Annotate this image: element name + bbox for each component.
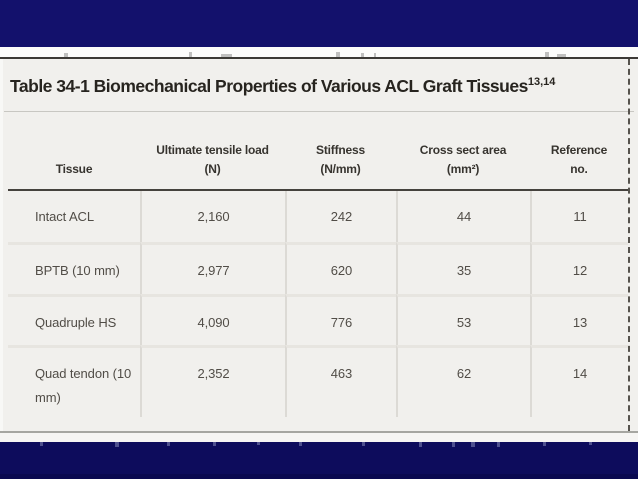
- page-top-rule: [0, 57, 638, 59]
- column-header-cross-sect-area: Cross sect area (mm²): [396, 113, 530, 189]
- table-cell-tissue: Quad tendon (10 mm): [8, 345, 140, 417]
- scan-crop-strip-top: [0, 47, 638, 57]
- scan-crop-strip-bottom: [0, 433, 638, 442]
- scan-artifact-mark: [557, 54, 566, 57]
- table-title-text: Table 34-1 Biomechanical Properties of V…: [10, 76, 528, 96]
- title-divider: [4, 111, 634, 112]
- table-header-row: Tissue Ultimate tensile load (N) Stiffne…: [8, 113, 628, 189]
- table-cell-reference: 13: [530, 294, 628, 345]
- scan-artifact-tick: [299, 442, 302, 446]
- scan-artifact-tick: [362, 442, 365, 446]
- column-header-line1: Stiffness: [316, 143, 365, 157]
- scan-artifact-tick: [497, 442, 500, 447]
- scan-artifact-tick: [452, 442, 455, 447]
- scan-artifact-tick: [213, 442, 216, 446]
- scan-artifact-mark: [221, 54, 232, 57]
- table-cell-reference: 12: [530, 242, 628, 294]
- scan-artifact-mark: [361, 53, 364, 57]
- table-body: Intact ACL 2,160 242 44 11 BPTB (10 mm) …: [8, 191, 628, 417]
- column-header-line1: Ultimate tensile load: [156, 143, 269, 157]
- scan-artifact-mark: [545, 52, 549, 57]
- table-cell-load: 2,160: [140, 191, 285, 242]
- scan-artifact-mark: [189, 52, 192, 57]
- table-cell-area: 53: [396, 294, 530, 345]
- column-header-reference-no: Reference no.: [530, 113, 628, 189]
- table-cell-load: 2,352: [140, 345, 285, 417]
- column-header-ultimate-tensile-load: Ultimate tensile load (N): [140, 113, 285, 189]
- scan-artifact-tick: [115, 442, 119, 447]
- column-header-line2: no.: [570, 162, 588, 176]
- page-bottom-rule: [0, 431, 638, 433]
- scan-artifact-tick: [471, 442, 475, 447]
- table-cell-stiffness: 620: [285, 242, 396, 294]
- table-cell-stiffness: 242: [285, 191, 396, 242]
- column-header-line2: (N): [204, 162, 221, 176]
- table-title: Table 34-1 Biomechanical Properties of V…: [10, 76, 634, 97]
- table-cell-area: 35: [396, 242, 530, 294]
- scan-artifact-tick: [40, 442, 43, 446]
- slide-bottom-edge: [0, 474, 638, 479]
- column-header-line1: Tissue: [55, 162, 93, 176]
- page-left-edge: [0, 59, 3, 431]
- scan-artifact-tick: [589, 442, 592, 445]
- table-cell-stiffness: 463: [285, 345, 396, 417]
- scan-artifact-mark: [336, 52, 340, 57]
- table-cell-tissue: Quadruple HS: [8, 294, 140, 345]
- header-divider: [8, 189, 628, 191]
- scan-artifact-mark: [374, 53, 376, 57]
- column-header-line1: Cross sect area: [419, 143, 507, 157]
- table-cell-area: 44: [396, 191, 530, 242]
- table-cell-tissue: Intact ACL: [35, 209, 94, 224]
- scan-artifact-tick: [257, 442, 260, 445]
- table-title-citation: 13,14: [527, 76, 556, 89]
- table-cell-area: 62: [396, 345, 530, 417]
- scan-artifact-tick: [419, 442, 422, 447]
- scan-artifact-mark: [64, 53, 68, 57]
- table-cell-reference: 11: [530, 191, 628, 242]
- table-cell-reference: 14: [530, 345, 628, 417]
- table-cell-stiffness: 776: [285, 294, 396, 345]
- table-cell-tissue: BPTB (10 mm): [8, 242, 140, 294]
- slide-top-band: [0, 0, 638, 47]
- slide-bottom-band: [0, 442, 638, 479]
- scan-artifact-tick: [167, 442, 170, 446]
- scan-artifact-tick: [543, 442, 546, 446]
- column-header-line2: (N/mm): [320, 162, 361, 176]
- table-cell-load: 2,977: [140, 242, 285, 294]
- page-edge-dashed-border: [628, 59, 630, 431]
- column-header-tissue: Tissue: [8, 113, 140, 189]
- column-header-stiffness: Stiffness (N/mm): [285, 113, 396, 189]
- column-header-line2: (mm²): [446, 162, 480, 176]
- table-cell-load: 4,090: [140, 294, 285, 345]
- column-header-line1: Reference: [550, 143, 608, 157]
